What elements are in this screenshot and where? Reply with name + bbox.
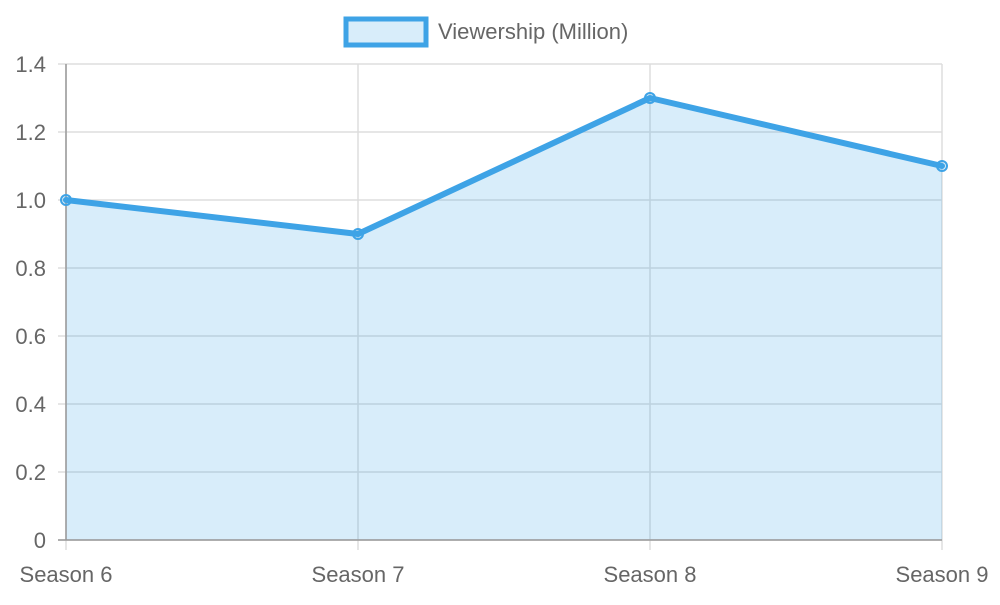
y-tick-label: 0.6 [15, 324, 46, 349]
y-tick-label: 0.2 [15, 460, 46, 485]
y-tick-label: 1.2 [15, 120, 46, 145]
legend-label[interactable]: Viewership (Million) [438, 19, 628, 44]
series-line-layer [63, 95, 945, 237]
y-tick-label: 1.4 [15, 52, 46, 77]
data-points [60, 92, 948, 240]
y-axis-tick-labels: 0 0.2 0.4 0.6 0.8 1.0 1.2 1.4 [15, 52, 46, 553]
legend[interactable]: Viewership (Million) [343, 16, 628, 48]
y-tick-label: 0.8 [15, 256, 46, 281]
data-point[interactable] [936, 160, 948, 172]
data-point[interactable] [60, 194, 72, 206]
data-point[interactable] [352, 228, 364, 240]
x-tick-label: Season 9 [896, 562, 989, 587]
area-fill-layer [66, 98, 942, 540]
grid-lines [58, 63, 943, 550]
x-tick-label: Season 7 [312, 562, 405, 587]
series-area [66, 98, 942, 540]
data-point[interactable] [644, 92, 656, 104]
axes [58, 64, 942, 541]
y-tick-label: 0.4 [15, 392, 46, 417]
x-axis-tick-labels: Season 6 Season 7 Season 8 Season 9 [20, 562, 989, 587]
series-line [63, 95, 945, 237]
legend-swatch[interactable] [343, 16, 429, 48]
y-tick-label: 0 [34, 528, 46, 553]
x-tick-label: Season 8 [604, 562, 697, 587]
x-tick-label: Season 6 [20, 562, 113, 587]
y-tick-label: 1.0 [15, 188, 46, 213]
